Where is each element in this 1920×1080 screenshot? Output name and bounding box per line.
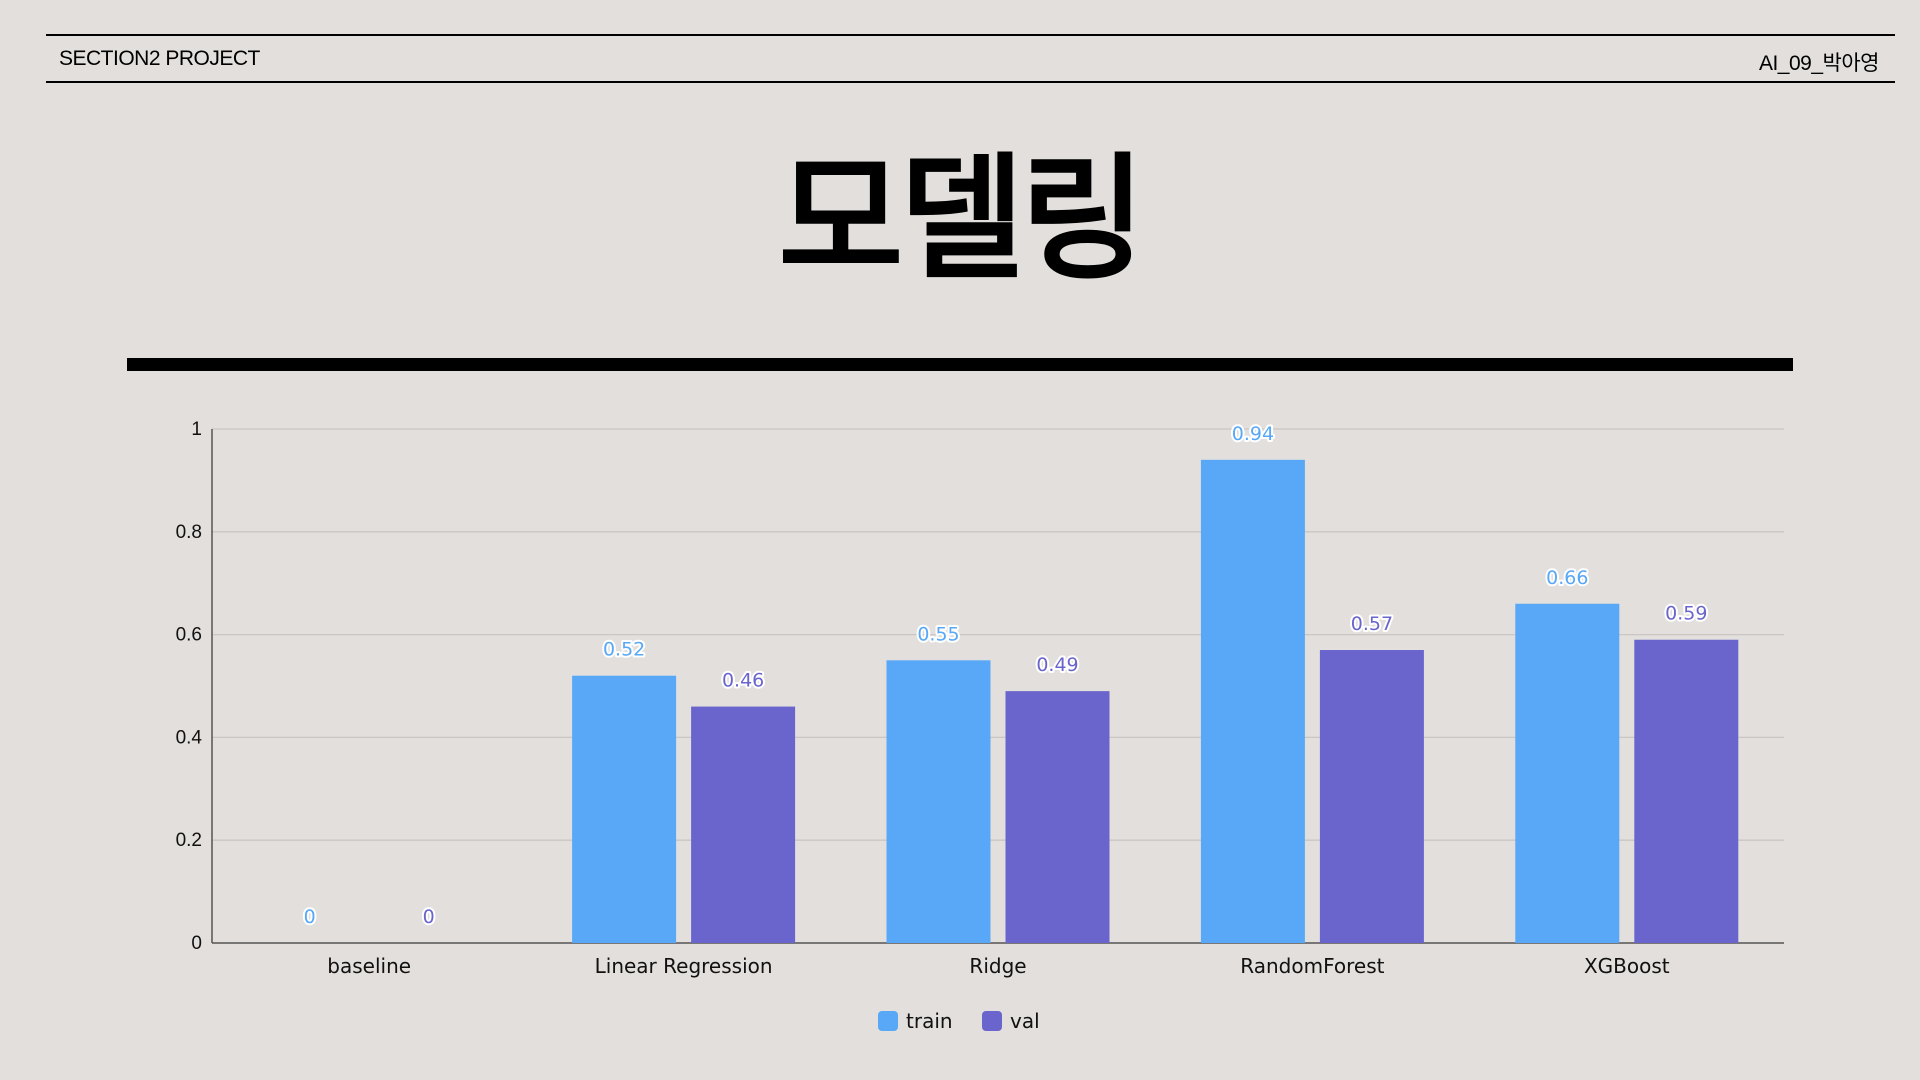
data-label-val: 0.49 [1036,654,1078,676]
data-label-val: 0.46 [722,670,764,692]
bar-val [1006,691,1110,943]
y-tick-label: 0.4 [176,727,203,748]
bar-train [887,660,991,943]
y-tick-label: 0.2 [176,830,202,851]
x-tick-label: RandomForest [1240,954,1384,978]
bar-train [1515,604,1619,943]
y-tick-label: 0 [191,933,202,954]
legend-swatch-val [982,1011,1002,1031]
data-label-train: 0.52 [603,639,645,661]
legend-label-train: train [906,1009,953,1033]
data-label-train: 0.55 [917,623,959,645]
data-label-train: 0.94 [1232,423,1274,445]
legend-swatch-train [878,1011,898,1031]
data-label-val: 0.57 [1351,613,1393,635]
bar-train [1201,460,1305,943]
data-label-train: 0.66 [1546,567,1588,589]
data-label-val: 0 [423,906,435,928]
x-tick-label: Ridge [969,954,1026,978]
bar-train [572,676,676,943]
x-tick-label: Linear Regression [595,954,773,978]
bar-val [1634,640,1738,943]
bar-val [1320,650,1424,943]
y-tick-label: 1 [191,419,202,440]
y-tick-label: 0.6 [176,625,202,646]
data-label-train: 0 [304,906,316,928]
x-tick-label: XGBoost [1584,954,1670,978]
x-tick-label: baseline [327,954,411,978]
y-tick-label: 0.8 [176,522,202,543]
bar-val [691,707,795,943]
legend-label-val: val [1010,1009,1040,1033]
data-label-val: 0.59 [1665,603,1707,625]
